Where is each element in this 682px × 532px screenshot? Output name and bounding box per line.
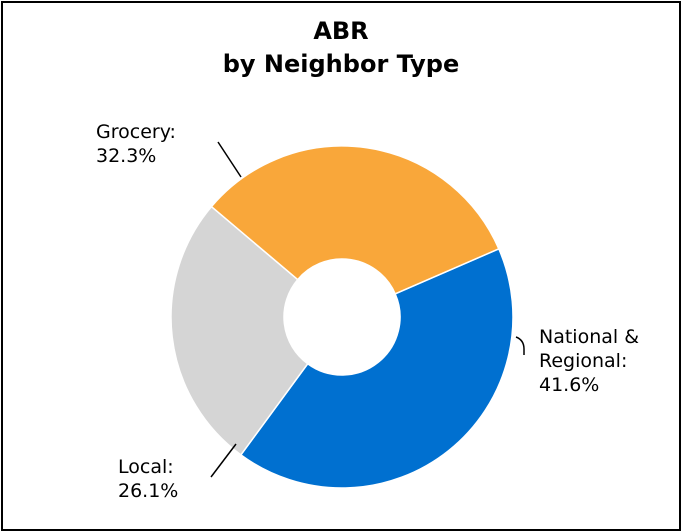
slice-grocery [210,145,500,295]
slice-label-line: National & [539,326,640,348]
slice-label-line: Regional: [539,350,628,372]
slice-local [170,205,309,456]
slice-label-local: Local: 26.1% [118,455,178,503]
slice-value-label: 32.3% [96,145,157,167]
slice-value-label: 41.6% [539,374,600,396]
leader-line [210,443,237,478]
leader-line [217,141,242,178]
chart-title-line-1: ABR [313,17,369,45]
slice-value-label: 26.1% [118,480,179,502]
chart-title-line-2: by Neighbor Type [222,50,460,78]
slice-national-regional [239,247,514,489]
slice-label-line: Grocery: [96,121,176,143]
leader-line [515,336,525,355]
slice-label-line: Local: [118,456,174,478]
slice-label-national-regional: National & Regional: 41.6% [539,325,639,397]
slice-label-grocery: Grocery: 32.3% [96,120,176,168]
